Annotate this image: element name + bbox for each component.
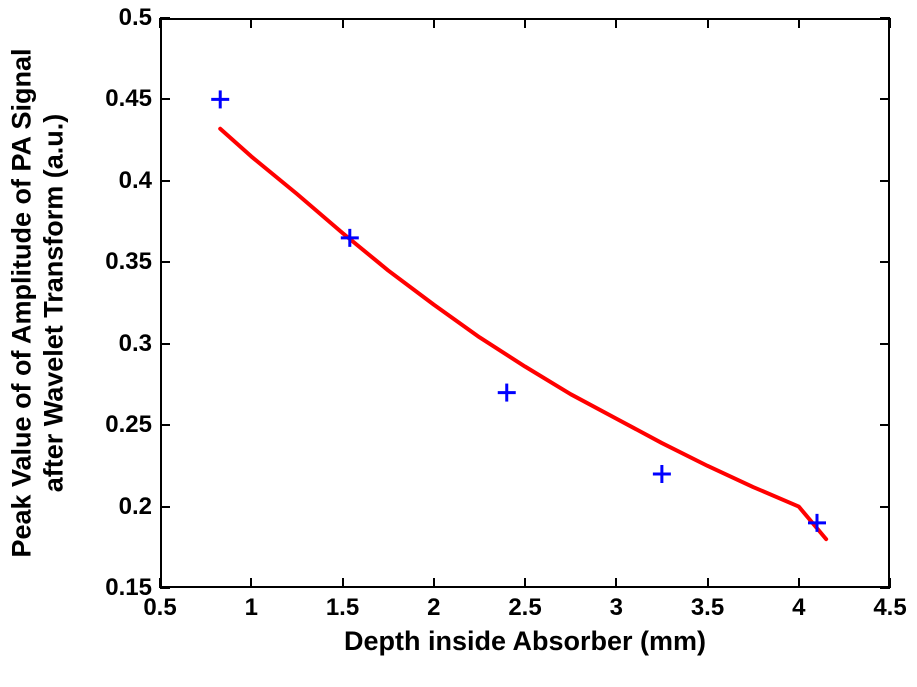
y-tick bbox=[160, 343, 170, 345]
x-tick-label: 4.5 bbox=[873, 594, 906, 622]
y-tick bbox=[160, 587, 170, 589]
y-tick-right bbox=[880, 343, 890, 345]
x-tick-top bbox=[707, 18, 709, 28]
y-tick-label: 0.45 bbox=[105, 85, 152, 113]
y-tick-label: 0.4 bbox=[119, 167, 152, 195]
x-tick-top bbox=[615, 18, 617, 28]
x-tick bbox=[433, 578, 435, 588]
y-tick-label: 0.2 bbox=[119, 493, 152, 521]
x-tick-label: 3.5 bbox=[691, 594, 724, 622]
y-tick bbox=[160, 180, 170, 182]
x-tick-top bbox=[159, 18, 161, 28]
y-axis-label-line2: after Wavelet Transform (a.u.) bbox=[39, 114, 69, 493]
y-tick-right bbox=[880, 587, 890, 589]
x-tick-top bbox=[433, 18, 435, 28]
x-tick-label: 1.5 bbox=[326, 594, 359, 622]
x-tick-top bbox=[342, 18, 344, 28]
x-tick-top bbox=[889, 18, 891, 28]
y-tick bbox=[160, 17, 170, 19]
x-tick-top bbox=[524, 18, 526, 28]
x-tick-label: 4 bbox=[792, 594, 805, 622]
y-tick bbox=[160, 261, 170, 263]
y-tick-label: 0.5 bbox=[119, 4, 152, 32]
y-tick-label: 0.3 bbox=[119, 330, 152, 358]
x-tick bbox=[798, 578, 800, 588]
x-tick-top bbox=[798, 18, 800, 28]
x-tick-label: 3 bbox=[610, 594, 623, 622]
y-axis-label: Peak Value of of Amplitude of PA Signal … bbox=[6, 48, 71, 557]
x-tick-label: 2 bbox=[427, 594, 440, 622]
x-tick bbox=[250, 578, 252, 588]
y-tick bbox=[160, 98, 170, 100]
figure: Depth inside Absorber (mm) Peak Value of… bbox=[0, 0, 917, 687]
y-tick-label: 0.35 bbox=[105, 248, 152, 276]
x-tick-label: 2.5 bbox=[508, 594, 541, 622]
x-tick-label: 1 bbox=[245, 594, 258, 622]
y-tick-right bbox=[880, 17, 890, 19]
y-tick-right bbox=[880, 261, 890, 263]
y-tick-label: 0.15 bbox=[105, 574, 152, 602]
y-axis-label-line1: Peak Value of of Amplitude of PA Signal bbox=[7, 48, 37, 557]
plot-area bbox=[160, 18, 890, 588]
x-tick bbox=[342, 578, 344, 588]
x-tick-top bbox=[250, 18, 252, 28]
y-tick bbox=[160, 424, 170, 426]
x-tick bbox=[707, 578, 709, 588]
x-tick bbox=[615, 578, 617, 588]
x-axis-label: Depth inside Absorber (mm) bbox=[344, 626, 706, 657]
y-tick-right bbox=[880, 506, 890, 508]
y-tick-label: 0.25 bbox=[105, 411, 152, 439]
y-tick-right bbox=[880, 424, 890, 426]
y-tick-right bbox=[880, 180, 890, 182]
y-tick bbox=[160, 506, 170, 508]
y-tick-right bbox=[880, 98, 890, 100]
x-tick bbox=[524, 578, 526, 588]
